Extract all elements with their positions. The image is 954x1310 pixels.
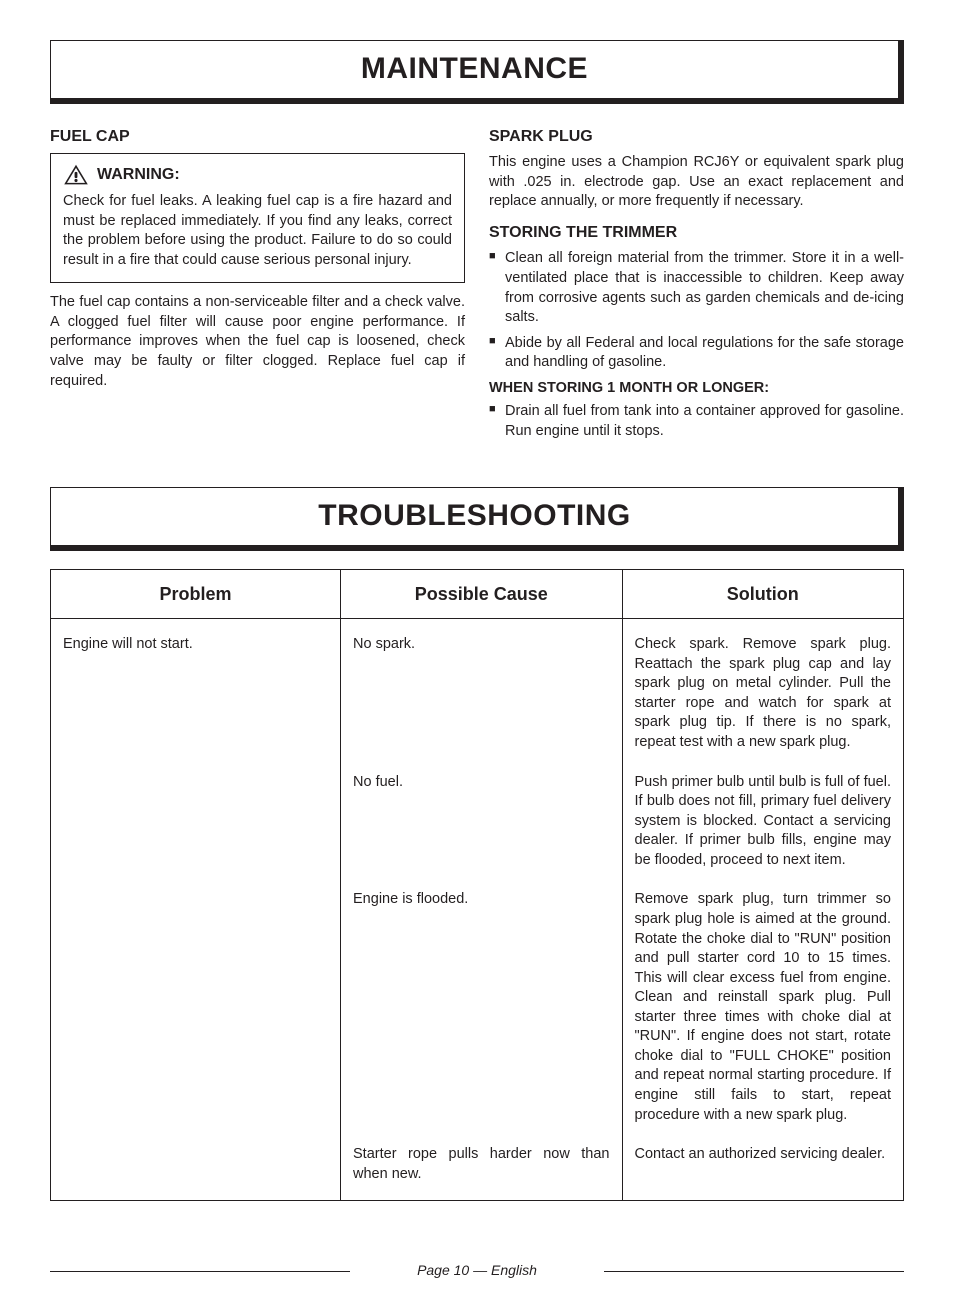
maintenance-title: MAINTENANCE — [51, 49, 898, 90]
table-row: Engine is flooded. Remove spark plug, tu… — [51, 880, 904, 1135]
page-footer: Page 10 — English — [50, 1261, 904, 1280]
warning-head-row: WARNING: — [63, 164, 452, 186]
storing-heading: STORING THE TRIMMER — [489, 222, 904, 244]
fuel-cap-heading: FUEL CAP — [50, 126, 465, 148]
month-heading: WHEN STORING 1 MONTH OR LONGER: — [489, 379, 904, 399]
warning-box: WARNING: Check for fuel leaks. A leaking… — [50, 153, 465, 283]
troubleshooting-table: Problem Possible Cause Solution Engine w… — [50, 569, 904, 1201]
footer-text: Page 10 — English — [417, 1262, 537, 1278]
troubleshooting-title-box: TROUBLESHOOTING — [50, 487, 904, 551]
cell-cause: No spark. — [341, 619, 622, 763]
spark-plug-text: This engine uses a Champion RCJ6Y or equ… — [489, 153, 904, 212]
footer-rule-right — [604, 1271, 904, 1272]
cell-problem: Engine will not start. — [51, 619, 341, 763]
cell-solution: Push primer bulb until bulb is full of f… — [622, 763, 904, 881]
storing-list: Clean all foreign material from the trim… — [489, 249, 904, 372]
fuel-cap-text: The fuel cap contains a non-serviceable … — [50, 293, 465, 391]
table-header-row: Problem Possible Cause Solution — [51, 569, 904, 618]
list-item: Clean all foreign material from the trim… — [489, 249, 904, 327]
table-row: No fuel. Push primer bulb until bulb is … — [51, 763, 904, 881]
cell-cause: No fuel. — [341, 763, 622, 881]
maintenance-columns: FUEL CAP WARNING: Check for fuel leaks. … — [50, 122, 904, 448]
cell-solution: Remove spark plug, turn trimmer so spark… — [622, 880, 904, 1135]
troubleshooting-title: TROUBLESHOOTING — [51, 496, 898, 537]
left-column: FUEL CAP WARNING: Check for fuel leaks. … — [50, 122, 465, 448]
footer-rule-left — [50, 1271, 350, 1272]
maintenance-title-box: MAINTENANCE — [50, 40, 904, 104]
table-row: Starter rope pulls harder now than when … — [51, 1135, 904, 1201]
cell-cause: Starter rope pulls harder now than when … — [341, 1135, 622, 1201]
cell-problem — [51, 1135, 341, 1201]
table-row: Engine will not start. No spark. Check s… — [51, 619, 904, 763]
cell-cause: Engine is flooded. — [341, 880, 622, 1135]
cell-problem — [51, 880, 341, 1135]
cell-solution: Contact an authorized servicing dealer. — [622, 1135, 904, 1201]
list-item: Drain all fuel from tank into a containe… — [489, 402, 904, 441]
warning-label: WARNING: — [97, 164, 180, 186]
cell-solution: Check spark. Remove spark plug. Reattach… — [622, 619, 904, 763]
month-list: Drain all fuel from tank into a containe… — [489, 402, 904, 441]
warning-text: Check for fuel leaks. A leaking fuel cap… — [63, 192, 452, 270]
col-cause: Possible Cause — [341, 569, 622, 618]
right-column: SPARK PLUG This engine uses a Champion R… — [489, 122, 904, 448]
col-problem: Problem — [51, 569, 341, 618]
spark-plug-heading: SPARK PLUG — [489, 126, 904, 148]
list-item: Abide by all Federal and local regulatio… — [489, 334, 904, 373]
col-solution: Solution — [622, 569, 904, 618]
cell-problem — [51, 763, 341, 881]
warning-icon — [63, 164, 89, 186]
